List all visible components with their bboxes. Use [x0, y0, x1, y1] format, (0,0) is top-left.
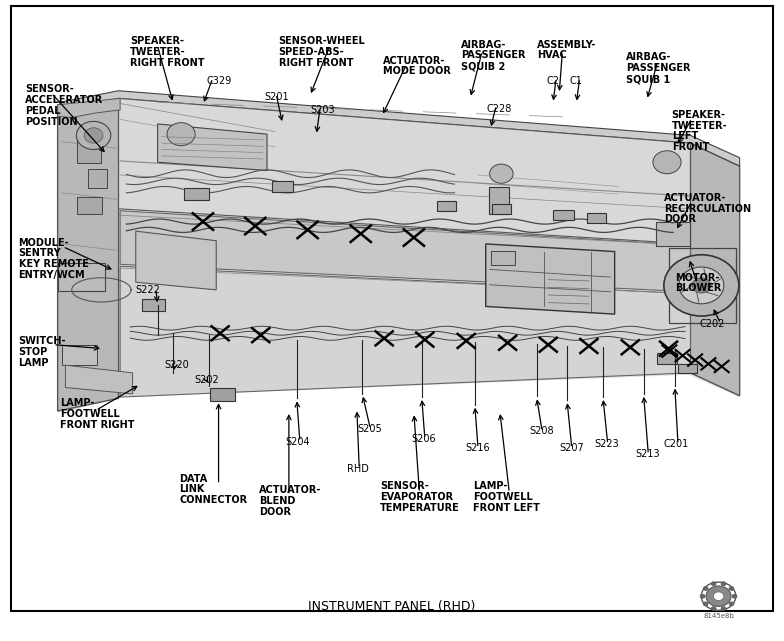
FancyBboxPatch shape [587, 213, 606, 224]
Text: S208: S208 [529, 426, 554, 436]
Polygon shape [65, 365, 132, 394]
FancyBboxPatch shape [489, 187, 509, 214]
Text: SENSOR-
ACCELERATOR
PEDAL
POSITION: SENSOR- ACCELERATOR PEDAL POSITION [25, 85, 103, 127]
Circle shape [706, 586, 731, 606]
Circle shape [490, 164, 513, 183]
FancyBboxPatch shape [210, 388, 235, 401]
FancyBboxPatch shape [492, 251, 514, 265]
FancyBboxPatch shape [62, 345, 96, 365]
FancyBboxPatch shape [184, 188, 209, 200]
Circle shape [76, 121, 111, 149]
Polygon shape [120, 266, 691, 397]
FancyBboxPatch shape [657, 353, 677, 364]
Circle shape [692, 278, 711, 293]
Text: S206: S206 [412, 434, 436, 444]
Polygon shape [486, 244, 615, 314]
Circle shape [711, 582, 716, 586]
Circle shape [84, 128, 103, 143]
Text: S213: S213 [636, 449, 660, 460]
Polygon shape [118, 99, 691, 244]
FancyBboxPatch shape [11, 6, 773, 611]
Circle shape [702, 582, 736, 610]
Text: S203: S203 [310, 104, 335, 115]
Text: RHD: RHD [347, 464, 368, 474]
Text: ASSEMBLY-
HVAC: ASSEMBLY- HVAC [537, 40, 597, 60]
FancyBboxPatch shape [77, 197, 102, 214]
Text: ACTUATOR-
RECIRCULATION
DOOR: ACTUATOR- RECIRCULATION DOOR [664, 193, 751, 224]
FancyBboxPatch shape [554, 210, 575, 221]
Text: S207: S207 [559, 443, 584, 453]
Circle shape [732, 594, 737, 598]
FancyBboxPatch shape [437, 201, 456, 211]
Text: LAMP-
FOOTWELL
FRONT RIGHT: LAMP- FOOTWELL FRONT RIGHT [60, 398, 135, 430]
Text: S201: S201 [265, 92, 289, 102]
Text: ACTUATOR-
BLEND
DOOR: ACTUATOR- BLEND DOOR [260, 485, 321, 517]
Polygon shape [58, 99, 120, 117]
Text: LAMP-
FOOTWELL
FRONT LEFT: LAMP- FOOTWELL FRONT LEFT [474, 481, 540, 513]
Polygon shape [70, 100, 739, 411]
Circle shape [721, 606, 726, 611]
Text: C329: C329 [207, 76, 232, 86]
Circle shape [700, 594, 705, 598]
Circle shape [653, 151, 681, 174]
Text: S222: S222 [136, 285, 161, 295]
Circle shape [711, 606, 716, 611]
Polygon shape [136, 231, 216, 290]
Text: SWITCH-
STOP
LAMP: SWITCH- STOP LAMP [19, 337, 66, 368]
Circle shape [664, 254, 739, 316]
Text: C228: C228 [487, 103, 512, 113]
FancyBboxPatch shape [59, 263, 104, 291]
Text: C1: C1 [569, 76, 583, 86]
Text: S202: S202 [194, 375, 219, 385]
Text: S204: S204 [285, 437, 310, 447]
Text: DATA
LINK
CONNECTOR: DATA LINK CONNECTOR [180, 474, 248, 505]
Text: SENSOR-
EVAPORATOR
TEMPERATURE: SENSOR- EVAPORATOR TEMPERATURE [380, 481, 460, 513]
Circle shape [729, 587, 734, 590]
Text: INSTRUMENT PANEL (RHD): INSTRUMENT PANEL (RHD) [308, 600, 476, 613]
Circle shape [703, 602, 708, 606]
Text: SENSOR-WHEEL
SPEED-ABS-
RIGHT FRONT: SENSOR-WHEEL SPEED-ABS- RIGHT FRONT [279, 37, 365, 68]
Text: AIRBAG-
PASSENGER
SQUIB 2: AIRBAG- PASSENGER SQUIB 2 [461, 40, 525, 71]
Text: S216: S216 [466, 443, 490, 453]
FancyBboxPatch shape [656, 222, 691, 247]
Text: C2: C2 [546, 76, 560, 86]
FancyBboxPatch shape [272, 181, 293, 192]
Circle shape [721, 582, 726, 586]
Text: C202: C202 [699, 319, 724, 329]
Circle shape [713, 592, 724, 601]
Text: SPEAKER-
TWEETER-
LEFT
FRONT: SPEAKER- TWEETER- LEFT FRONT [672, 110, 728, 153]
Polygon shape [60, 91, 739, 166]
FancyBboxPatch shape [492, 204, 510, 214]
FancyBboxPatch shape [678, 363, 697, 373]
Text: S205: S205 [358, 424, 383, 434]
Text: AIRBAG-
PASSENGER
SQUIB 1: AIRBAG- PASSENGER SQUIB 1 [626, 53, 691, 84]
FancyBboxPatch shape [88, 169, 107, 188]
Polygon shape [691, 143, 739, 395]
Circle shape [729, 602, 734, 606]
Text: ACTUATOR-
MODE DOOR: ACTUATOR- MODE DOOR [383, 56, 451, 76]
Text: 8145e8b: 8145e8b [703, 613, 734, 619]
Polygon shape [58, 99, 118, 411]
Circle shape [703, 587, 708, 590]
Circle shape [679, 267, 724, 304]
Text: S220: S220 [164, 360, 189, 370]
Circle shape [167, 122, 195, 146]
FancyBboxPatch shape [77, 136, 100, 163]
Text: SPEAKER-
TWEETER-
RIGHT FRONT: SPEAKER- TWEETER- RIGHT FRONT [130, 37, 205, 68]
FancyBboxPatch shape [142, 299, 165, 311]
Polygon shape [158, 124, 267, 171]
Text: C201: C201 [664, 438, 689, 449]
Text: S223: S223 [594, 438, 619, 449]
Text: MOTOR-
BLOWER: MOTOR- BLOWER [675, 272, 721, 294]
Text: MODULE-
SENTRY
KEY REMOTE
ENTRY/WCM: MODULE- SENTRY KEY REMOTE ENTRY/WCM [19, 238, 89, 280]
Polygon shape [120, 211, 691, 292]
